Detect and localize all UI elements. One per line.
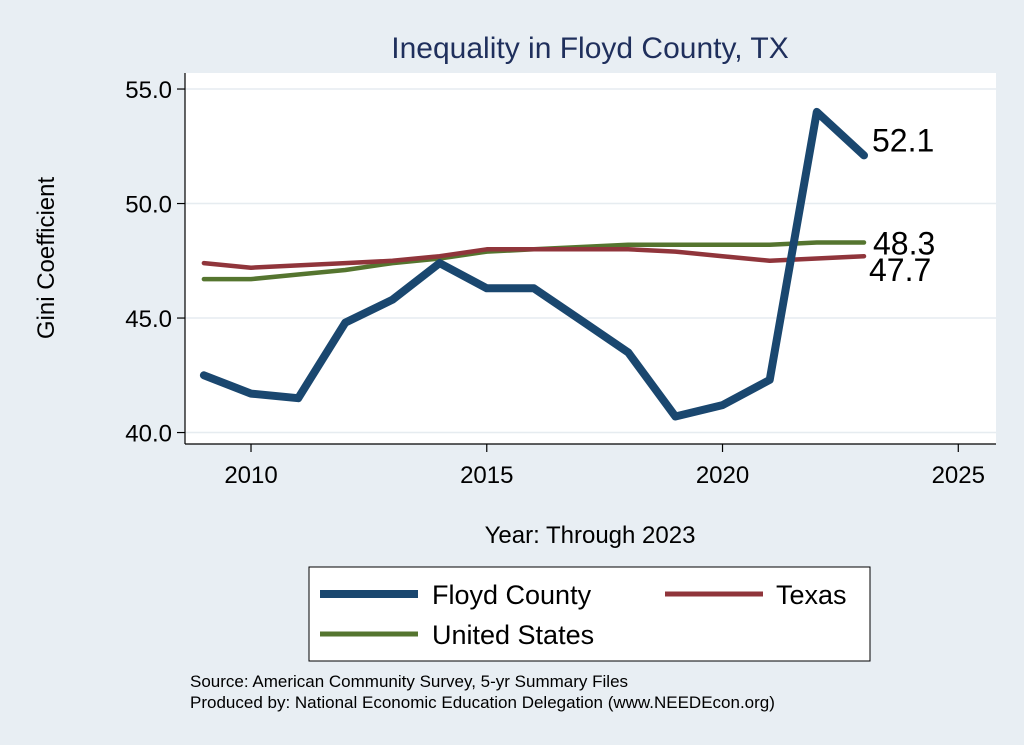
source-note: Source: American Community Survey, 5-yr … — [190, 672, 628, 691]
chart-title: Inequality in Floyd County, TX — [391, 32, 788, 65]
end-label-united-states: 48.3 — [873, 225, 935, 261]
grid-lines — [185, 88, 996, 434]
x-axis-ticks: 2010 2015 2020 2025 — [224, 444, 985, 489]
legend: Floyd County Texas United States — [308, 566, 871, 662]
legend-label-floyd-county: Floyd County — [432, 580, 592, 610]
x-tick-label: 2025 — [932, 462, 985, 489]
y-tick-label: 55.0 — [125, 77, 172, 104]
x-tick-label: 2015 — [460, 462, 513, 489]
x-tick-label: 2020 — [696, 462, 749, 489]
y-axis-label: Gini Coefficient — [33, 177, 60, 340]
series-line-texas — [201, 247, 867, 270]
x-axis-label: Year: Through 2023 — [485, 522, 696, 549]
end-label-floyd-county: 52.1 — [872, 122, 934, 158]
x-tick-label: 2010 — [224, 462, 277, 489]
producer-note: Produced by: National Economic Education… — [190, 693, 775, 712]
legend-label-united-states: United States — [432, 620, 594, 650]
y-tick-label: 45.0 — [125, 306, 172, 333]
end-labels: 52.1 47.748.3 — [869, 122, 935, 288]
y-axis-ticks: 40.0 45.0 50.0 55.0 — [125, 77, 185, 448]
y-tick-label: 40.0 — [125, 421, 172, 448]
legend-box — [308, 566, 871, 662]
legend-label-texas: Texas — [776, 580, 847, 610]
y-tick-label: 50.0 — [125, 192, 172, 219]
series-lines — [199, 107, 868, 421]
series-line-floyd-county — [199, 107, 868, 421]
end-label-texas: 47.7 — [869, 252, 931, 288]
